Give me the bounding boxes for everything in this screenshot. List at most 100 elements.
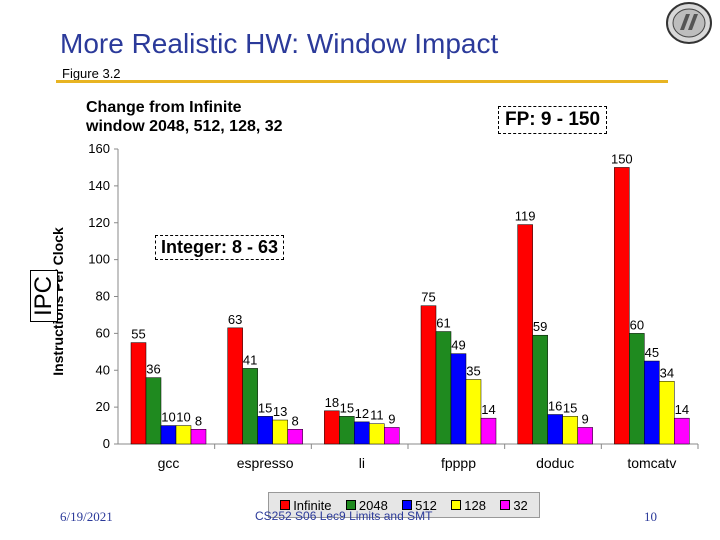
bar-fpppp-2048 <box>435 331 452 445</box>
bar-li-512 <box>354 421 370 445</box>
data-label: 59 <box>533 319 547 334</box>
data-label: 60 <box>630 317 644 332</box>
y-tick-label: 140 <box>88 178 110 193</box>
data-label: 13 <box>273 404 287 419</box>
data-label: 35 <box>466 363 480 378</box>
bar-li-32 <box>384 427 400 445</box>
bar-espresso-2048 <box>242 368 258 445</box>
legend-swatch <box>280 500 291 510</box>
data-label: 55 <box>131 327 145 342</box>
bar-tomcatv-Infinite <box>614 167 630 445</box>
bar-fpppp-32 <box>480 417 497 445</box>
data-label: 61 <box>436 316 450 331</box>
footer-date: 6/19/2021 <box>60 509 113 524</box>
footer-course: CS252 S06 Lec9 Limits and SMT <box>255 509 433 523</box>
x-tick-label: espresso <box>237 455 294 471</box>
data-label: 75 <box>421 290 435 305</box>
legend-item: 2048 <box>345 497 388 513</box>
bar-tomcatv-2048 <box>629 333 645 445</box>
data-label: 49 <box>451 338 465 353</box>
legend-item: 128 <box>451 498 486 513</box>
bar-gcc-2048 <box>145 377 162 445</box>
chart-legend: Infinite 2048 512 128 32 <box>268 492 540 518</box>
bar-doduc-Infinite <box>517 224 533 445</box>
y-axis-title: Instructions Per Clock <box>50 227 66 376</box>
bar-doduc-128 <box>562 416 578 445</box>
bar-li-2048 <box>339 416 355 445</box>
data-label: 15 <box>340 400 354 415</box>
bar-tomcatv-512 <box>644 360 660 445</box>
data-label: 10 <box>161 410 175 425</box>
data-label: 18 <box>325 395 339 410</box>
data-label: 9 <box>582 411 589 426</box>
data-label: 63 <box>228 312 242 327</box>
data-label: 45 <box>645 345 659 360</box>
legend-item: Infinite <box>280 497 332 513</box>
data-label: 36 <box>146 362 160 377</box>
data-label: 15 <box>563 400 577 415</box>
bar-tomcatv-128 <box>659 381 675 445</box>
x-tick-label: fpppp <box>441 455 476 471</box>
legend-swatch <box>451 500 462 510</box>
data-label: 15 <box>258 400 272 415</box>
x-tick-label: gcc <box>158 455 180 471</box>
bar-li-128 <box>369 423 385 445</box>
bar-tomcatv-32 <box>674 417 690 445</box>
integer-range-label: Integer: 8 - 63 <box>155 235 285 260</box>
y-tick-label: 40 <box>96 362 110 377</box>
data-label: 34 <box>660 365 674 380</box>
data-label: 8 <box>195 413 202 428</box>
y-tick-label: 60 <box>96 325 110 340</box>
legend-label: 2048 <box>358 497 388 513</box>
data-label: 9 <box>388 411 395 426</box>
data-label: 16 <box>548 399 562 414</box>
bar-gcc-32 <box>190 429 207 445</box>
legend-label: 32 <box>513 497 528 513</box>
bar-espresso-Infinite <box>227 327 243 445</box>
bar-espresso-512 <box>257 416 273 445</box>
legend-label: Infinite <box>293 497 332 513</box>
legend-item: 512 <box>402 498 437 513</box>
bar-fpppp-128 <box>465 379 482 445</box>
bar-gcc-Infinite <box>130 342 147 445</box>
bar-doduc-2048 <box>532 334 548 445</box>
x-tick-label: tomcatv <box>627 455 676 471</box>
y-tick-label: 20 <box>96 399 110 414</box>
data-label: 150 <box>611 151 633 166</box>
bar-fpppp-512 <box>450 353 467 445</box>
caption-line-2: window 2048, 512, 128, 32 <box>86 118 283 135</box>
data-label: 119 <box>515 209 536 224</box>
page-number: 10 <box>644 509 657 524</box>
y-tick-label: 80 <box>96 289 110 304</box>
y-tick-label: 160 <box>88 141 110 156</box>
data-label: 10 <box>176 410 190 425</box>
bar-gcc-512 <box>160 425 177 445</box>
bar-doduc-512 <box>547 414 563 445</box>
x-tick-label: doduc <box>536 455 574 471</box>
x-tick-label: li <box>359 455 365 471</box>
slide-title: More Realistic HW: Window Impact <box>60 28 499 59</box>
data-label: 14 <box>481 402 495 417</box>
figure-label: Figure 3.2 <box>62 66 121 81</box>
data-label: 12 <box>355 406 369 421</box>
y-tick-label: 120 <box>88 215 110 230</box>
y-tick-label: 100 <box>88 252 110 267</box>
fp-range-label: FP: 9 - 150 <box>498 106 608 134</box>
bar-doduc-32 <box>577 427 593 445</box>
legend-swatch <box>500 500 511 510</box>
legend-swatch <box>402 500 413 510</box>
caption-line-1: Change from Infinite <box>86 99 242 116</box>
ipc-label: IPC <box>30 270 58 322</box>
bar-gcc-128 <box>175 425 192 445</box>
data-label: 8 <box>292 413 299 428</box>
data-label: 11 <box>370 408 384 423</box>
legend-label: 512 <box>415 497 437 513</box>
bar-espresso-128 <box>272 419 288 445</box>
legend-item: 32 <box>500 497 528 513</box>
legend-label: 128 <box>464 497 486 513</box>
y-tick-label: 0 <box>103 436 110 451</box>
data-label: 14 <box>675 402 689 417</box>
university-seal-icon <box>666 2 712 44</box>
legend-swatch <box>345 500 356 510</box>
